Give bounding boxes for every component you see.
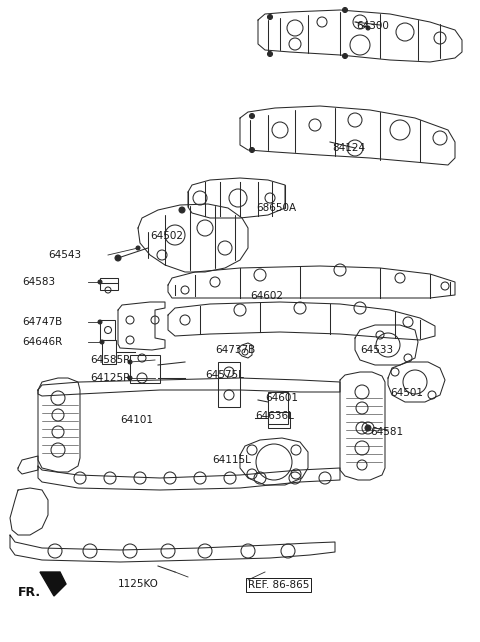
Circle shape bbox=[98, 280, 102, 284]
Circle shape bbox=[343, 53, 348, 58]
Text: REF. 86-865: REF. 86-865 bbox=[248, 580, 310, 590]
Text: 64601: 64601 bbox=[265, 393, 298, 403]
Bar bbox=[130, 355, 160, 383]
Circle shape bbox=[100, 340, 104, 344]
Text: 64581: 64581 bbox=[370, 427, 403, 437]
Text: 64747B: 64747B bbox=[22, 317, 62, 327]
Text: 84124: 84124 bbox=[332, 143, 365, 153]
Circle shape bbox=[267, 51, 273, 56]
Circle shape bbox=[366, 26, 370, 30]
Circle shape bbox=[115, 255, 121, 261]
Text: 64583: 64583 bbox=[22, 277, 55, 287]
Text: 64101: 64101 bbox=[120, 415, 153, 425]
Text: 64602: 64602 bbox=[250, 291, 283, 301]
Text: 64125R: 64125R bbox=[90, 373, 130, 383]
Text: 1125KO: 1125KO bbox=[118, 579, 159, 589]
Text: 64300: 64300 bbox=[356, 21, 389, 31]
Text: 64502: 64502 bbox=[150, 231, 183, 241]
Text: 68650A: 68650A bbox=[256, 203, 296, 213]
Text: 64585R: 64585R bbox=[90, 355, 130, 365]
Text: 64533: 64533 bbox=[360, 345, 393, 355]
Circle shape bbox=[98, 320, 102, 324]
Circle shape bbox=[250, 148, 254, 153]
Bar bbox=[268, 412, 290, 428]
Circle shape bbox=[267, 15, 273, 19]
Bar bbox=[100, 320, 115, 340]
Circle shape bbox=[179, 207, 185, 213]
Bar bbox=[268, 392, 288, 424]
Bar bbox=[100, 278, 118, 290]
Circle shape bbox=[343, 8, 348, 12]
Polygon shape bbox=[40, 572, 66, 596]
Circle shape bbox=[128, 360, 132, 364]
Circle shape bbox=[128, 376, 132, 380]
Text: 64737B: 64737B bbox=[215, 345, 255, 355]
Bar bbox=[102, 340, 116, 364]
Text: 64501: 64501 bbox=[390, 388, 423, 398]
Bar bbox=[218, 362, 240, 407]
Circle shape bbox=[250, 114, 254, 119]
Text: FR.: FR. bbox=[18, 586, 41, 598]
Text: 64115L: 64115L bbox=[212, 455, 251, 465]
Text: 64543: 64543 bbox=[48, 250, 81, 260]
Circle shape bbox=[365, 425, 371, 431]
Circle shape bbox=[136, 246, 140, 250]
Text: 64575L: 64575L bbox=[205, 370, 244, 380]
Text: 64636L: 64636L bbox=[255, 411, 294, 421]
Text: 64646R: 64646R bbox=[22, 337, 62, 347]
